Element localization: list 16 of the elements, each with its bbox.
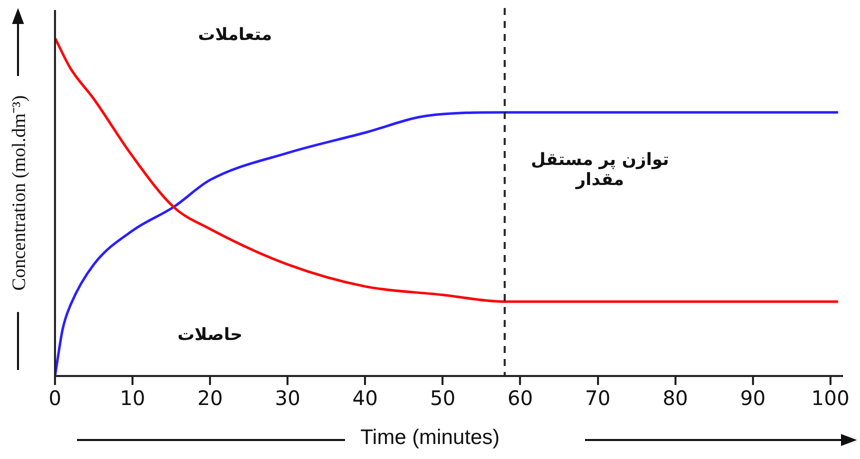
- x-tick-label: 20: [197, 386, 223, 410]
- annotation: متعاملات: [197, 25, 273, 45]
- x-tick-label: 30: [274, 386, 300, 410]
- x-tick-label: 90: [740, 386, 766, 410]
- x-axis-title: Time (minutes): [356, 426, 504, 449]
- x-tick-label: 10: [120, 386, 146, 410]
- x-tick-label: 80: [662, 386, 688, 410]
- x-tick-label: 70: [585, 386, 610, 410]
- x-tick-label: 40: [352, 386, 378, 410]
- x-tick-label: 100: [811, 386, 850, 410]
- y-axis-title: Concentration (mol.dm⁻³): [9, 91, 30, 295]
- annotation: حاصلات: [176, 325, 244, 345]
- x-tick-label: 50: [430, 386, 456, 410]
- x-tick-label: 0: [48, 386, 62, 410]
- annotation: توازن پر مستقل مقدار: [530, 150, 670, 190]
- x-tick-label: 60: [507, 386, 533, 410]
